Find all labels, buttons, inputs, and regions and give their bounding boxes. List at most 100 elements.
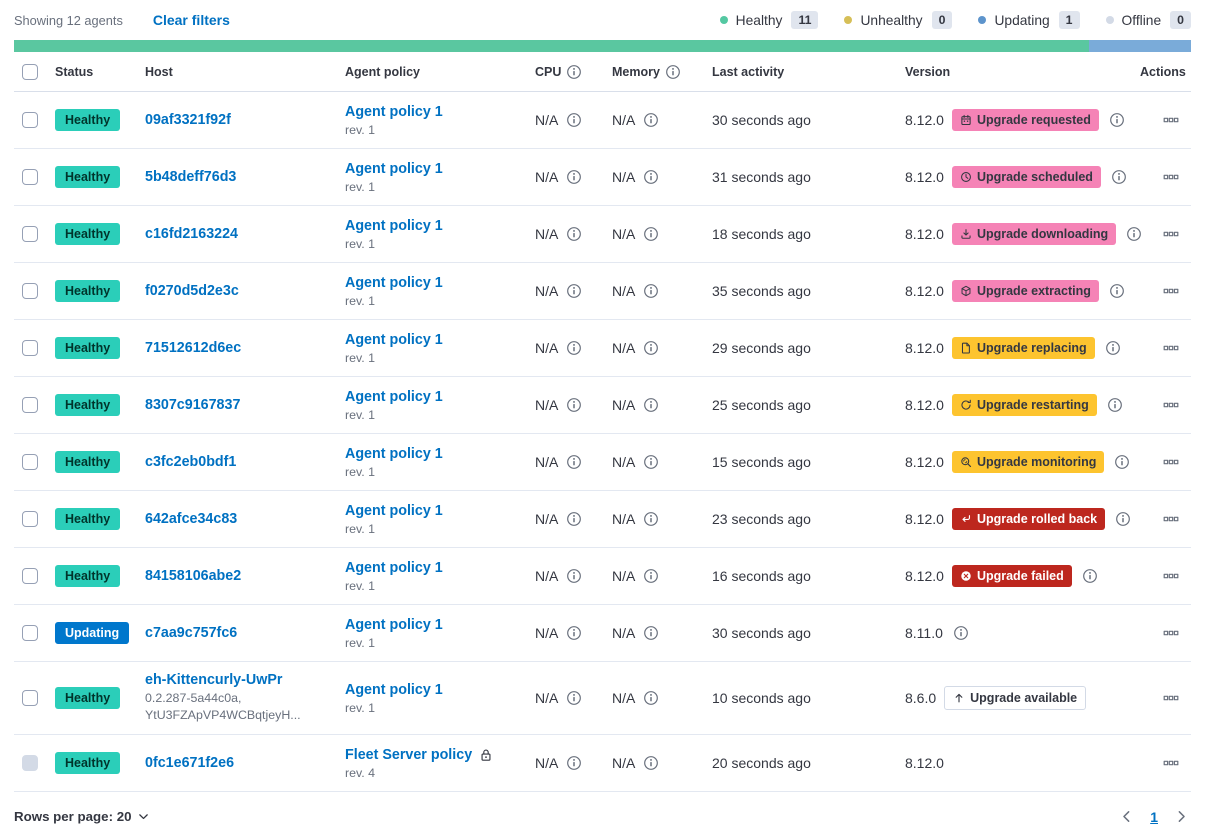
- last-activity-value: 16 seconds ago: [712, 568, 811, 584]
- host-link[interactable]: 8307c9167837: [145, 397, 241, 413]
- info-icon[interactable]: [643, 690, 659, 706]
- info-icon[interactable]: [566, 454, 582, 470]
- cpu-value: N/A: [535, 568, 559, 584]
- row-checkbox[interactable]: [22, 568, 38, 584]
- row-checkbox[interactable]: [22, 112, 38, 128]
- row-checkbox[interactable]: [22, 283, 38, 299]
- next-page-button[interactable]: [1172, 807, 1191, 826]
- info-icon[interactable]: [566, 169, 582, 185]
- info-icon[interactable]: [643, 169, 659, 185]
- row-actions-button[interactable]: [1159, 108, 1183, 132]
- row-actions-button[interactable]: [1159, 751, 1183, 775]
- agent-policy-link[interactable]: Agent policy 1: [345, 388, 443, 405]
- rows-per-page-button[interactable]: Rows per page: 20: [14, 809, 150, 824]
- select-all-checkbox[interactable]: [22, 63, 38, 80]
- last-activity-value: 25 seconds ago: [712, 397, 811, 413]
- previous-page-button[interactable]: [1117, 807, 1136, 826]
- info-icon[interactable]: [566, 755, 582, 771]
- row-checkbox[interactable]: [22, 511, 38, 527]
- info-icon[interactable]: [566, 283, 582, 299]
- info-icon[interactable]: [643, 397, 659, 413]
- info-icon[interactable]: [643, 454, 659, 470]
- info-icon[interactable]: [1105, 340, 1121, 356]
- lock-icon: [479, 748, 493, 762]
- info-icon[interactable]: [566, 690, 582, 706]
- row-checkbox[interactable]: [22, 226, 38, 242]
- row-checkbox[interactable]: [22, 625, 38, 641]
- agent-policy-link[interactable]: Agent policy 1: [345, 445, 443, 462]
- host-link[interactable]: eh-Kittencurly-UwPr: [145, 671, 283, 688]
- info-icon[interactable]: [1107, 397, 1123, 413]
- row-actions-button[interactable]: [1159, 621, 1183, 645]
- agent-policy-link[interactable]: Agent policy 1: [345, 103, 443, 120]
- row-checkbox[interactable]: [22, 690, 38, 706]
- host-link[interactable]: c16fd2163224: [145, 226, 239, 242]
- info-icon[interactable]: [1115, 511, 1131, 527]
- status-badge: Healthy: [55, 508, 121, 530]
- info-icon[interactable]: [643, 283, 659, 299]
- row-actions-button[interactable]: [1159, 222, 1183, 246]
- info-icon[interactable]: [566, 112, 582, 128]
- agent-policy-link[interactable]: Agent policy 1: [345, 274, 443, 291]
- row-actions-button[interactable]: [1159, 564, 1183, 588]
- agent-policy-link[interactable]: Agent policy 1: [345, 331, 443, 348]
- info-icon[interactable]: [643, 568, 659, 584]
- info-icon[interactable]: [1126, 226, 1142, 242]
- info-icon[interactable]: [665, 64, 681, 80]
- host-link[interactable]: c3fc2eb0bdf1: [145, 454, 237, 470]
- agent-policy-link[interactable]: Agent policy 1: [345, 616, 443, 633]
- clear-filters-link[interactable]: Clear filters: [152, 12, 230, 28]
- info-icon[interactable]: [643, 511, 659, 527]
- row-actions-button[interactable]: [1159, 686, 1183, 710]
- info-icon[interactable]: [566, 64, 582, 80]
- info-icon[interactable]: [566, 625, 582, 641]
- row-actions-button[interactable]: [1159, 450, 1183, 474]
- host-link[interactable]: c7aa9c757fc6: [145, 625, 238, 641]
- info-icon[interactable]: [643, 112, 659, 128]
- agent-policy-link[interactable]: Agent policy 1: [345, 502, 443, 519]
- table-footer: Rows per page: 20 1: [14, 807, 1191, 826]
- info-icon[interactable]: [1109, 283, 1125, 299]
- agent-policy-link[interactable]: Agent policy 1: [345, 559, 443, 576]
- host-link[interactable]: 09af3321f92f: [145, 112, 231, 128]
- host-link[interactable]: 84158106abe2: [145, 568, 242, 584]
- status-badge: Updating: [55, 622, 130, 644]
- info-icon[interactable]: [566, 397, 582, 413]
- info-icon[interactable]: [566, 340, 582, 356]
- host-link[interactable]: 5b48deff76d3: [145, 169, 237, 185]
- info-icon[interactable]: [953, 625, 969, 641]
- host-link[interactable]: 0fc1e671f2e6: [145, 755, 235, 771]
- info-icon[interactable]: [643, 226, 659, 242]
- agent-policy-link[interactable]: Agent policy 1: [345, 160, 443, 177]
- inspect-icon: [960, 456, 972, 468]
- agent-policy-link[interactable]: Agent policy 1: [345, 217, 443, 234]
- info-icon[interactable]: [1082, 568, 1098, 584]
- row-checkbox[interactable]: [22, 169, 38, 185]
- info-icon[interactable]: [1114, 454, 1130, 470]
- info-icon[interactable]: [643, 625, 659, 641]
- info-icon[interactable]: [566, 511, 582, 527]
- row-actions-button[interactable]: [1159, 393, 1183, 417]
- host-link[interactable]: 71512612d6ec: [145, 340, 242, 356]
- chevron-right-icon: [1174, 809, 1189, 824]
- info-icon[interactable]: [566, 568, 582, 584]
- info-icon[interactable]: [566, 226, 582, 242]
- row-checkbox[interactable]: [22, 454, 38, 470]
- info-icon[interactable]: [1111, 169, 1127, 185]
- agent-policy-link[interactable]: Fleet Server policy: [345, 746, 473, 763]
- info-icon[interactable]: [643, 340, 659, 356]
- row-checkbox[interactable]: [22, 340, 38, 356]
- chevron-left-icon: [1119, 809, 1134, 824]
- row-actions-button[interactable]: [1159, 507, 1183, 531]
- host-link[interactable]: f0270d5d2e3c: [145, 283, 239, 299]
- row-actions-button[interactable]: [1159, 165, 1183, 189]
- policy-revision: rev. 1: [345, 578, 376, 593]
- host-link[interactable]: 642afce34c83: [145, 511, 238, 527]
- info-icon[interactable]: [643, 755, 659, 771]
- info-icon[interactable]: [1109, 112, 1125, 128]
- row-actions-button[interactable]: [1159, 336, 1183, 360]
- row-checkbox[interactable]: [22, 397, 38, 413]
- row-actions-button[interactable]: [1159, 279, 1183, 303]
- page-number-1[interactable]: 1: [1150, 808, 1158, 825]
- agent-policy-link[interactable]: Agent policy 1: [345, 681, 443, 698]
